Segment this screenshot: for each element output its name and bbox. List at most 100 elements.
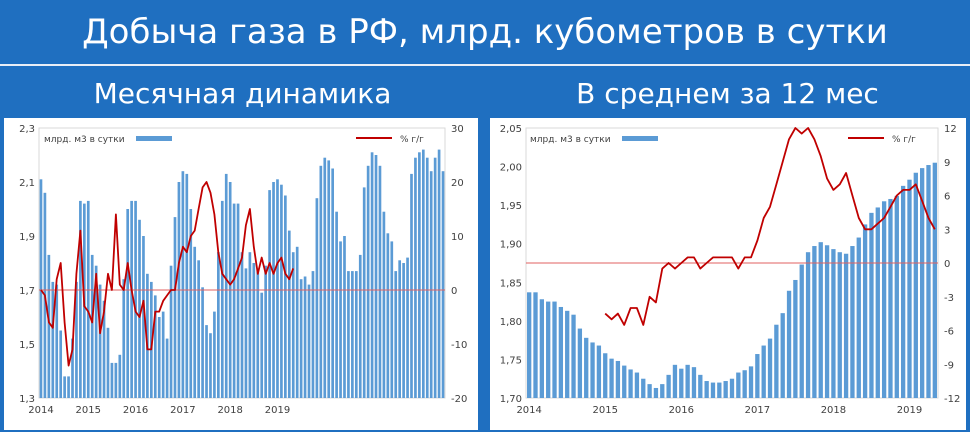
bar [843,253,849,398]
bar [134,200,137,398]
bar [205,325,208,398]
bar [126,209,130,398]
bar [284,195,287,398]
bar [185,173,189,398]
bar [653,387,659,398]
bar [358,254,362,398]
bar [256,268,260,398]
bar [812,246,817,398]
bar [315,198,319,398]
bar [755,354,760,398]
bar [748,366,754,398]
bar [193,246,197,398]
yoy-line [40,181,295,367]
bar [672,364,678,398]
y-left-tick-label: 1,3 [19,394,35,405]
y-right-tick-label: -9 [944,360,954,371]
bar [932,162,937,398]
bar [63,376,66,398]
legend-bar-label: млрд. м3 в сутки [44,135,125,145]
bar [666,374,671,398]
y-right-tick-label: 0 [944,259,950,270]
bar [837,252,842,398]
x-tick-label: 2018 [821,405,846,416]
x-tick-label: 2014 [516,405,541,416]
bar [299,279,303,398]
bar [295,246,299,398]
bar [47,254,51,398]
bar [287,230,291,398]
y-left-tick-label: 2,00 [500,163,522,174]
legend-line-label: % г/г [400,135,424,145]
bar [723,381,728,398]
bar [558,306,564,398]
bar [615,360,621,398]
y-left-tick-label: 2,3 [19,124,35,135]
bar [402,263,405,398]
bar [189,209,193,398]
y-left-tick-label: 2,05 [500,124,522,135]
bar [603,353,608,398]
bar [157,317,161,398]
bar [717,382,722,398]
monthly-chart-panel: 1,3 1,5 1,7 1,9 2,1 2,3 -20 -10 0 10 20 30 2014 2015 2… [4,118,478,430]
bar [240,252,244,398]
bar [780,313,785,398]
bar [110,362,114,398]
bar [406,257,409,398]
y-left-tick-label: 1,90 [500,240,522,251]
monthly-chart: 1,3 1,5 1,7 1,9 2,1 2,3 -20 -10 0 10 20 30 2014 2015 2… [19,124,467,416]
x-tick-label: 2018 [217,405,242,416]
bar [106,327,110,398]
bar [173,217,177,398]
bar [98,284,102,398]
bar [926,165,931,398]
bar [307,284,311,398]
bar [327,160,331,398]
bar [441,171,445,398]
bar [122,279,126,398]
bar [264,265,267,398]
x-tick-label: 2019 [897,405,922,416]
y-left-tick-label: 1,7 [19,286,35,297]
bar [552,301,557,398]
bar [374,155,378,398]
bar [354,271,358,398]
y-left-tick-label: 1,75 [500,355,522,366]
bar [319,165,323,398]
bar [875,207,880,398]
bar [260,292,264,398]
bar [774,324,779,398]
x-tick-label: 2014 [28,405,53,416]
bar [704,381,709,398]
bar [433,157,437,398]
bar [268,190,271,398]
bar [331,168,335,398]
bar [710,382,716,398]
bar [894,195,899,398]
bar [881,201,887,398]
bar [280,184,283,398]
bar [761,345,766,398]
bar [850,246,855,398]
bar [729,378,735,398]
bar [161,311,165,398]
bar [539,299,545,398]
bar [382,211,386,398]
bar [641,378,646,398]
bar [86,200,90,398]
bar [831,249,836,398]
x-tick-label: 2019 [265,405,290,416]
legend-bar-label: млрд. м3 в сутки [530,135,611,145]
legend-bar-swatch [136,136,172,141]
y-left-tick-label: 1,95 [500,201,522,212]
bar [805,252,811,398]
bar [303,276,307,398]
y-right-tick-label: 20 [451,178,464,189]
bar [347,271,350,398]
x-tick-label: 2015 [76,405,101,416]
bar [425,157,429,398]
bar [276,179,279,398]
bar [565,310,570,398]
x-tick-label: 2017 [170,405,195,416]
